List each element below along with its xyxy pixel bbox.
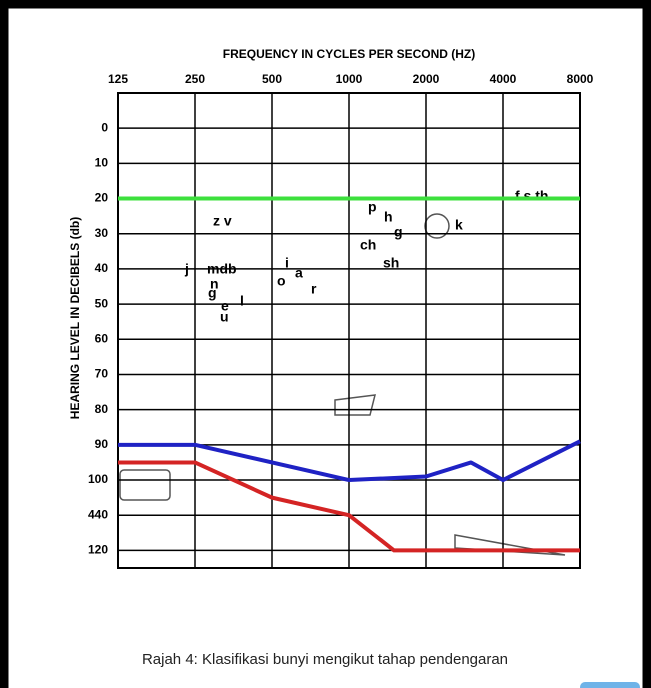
y-tick-label: 30 bbox=[95, 226, 109, 240]
annotation: h bbox=[384, 209, 393, 225]
x-tick-label: 8000 bbox=[567, 72, 594, 86]
annotation: r bbox=[311, 281, 317, 297]
y-tick-label: 50 bbox=[95, 296, 109, 310]
x-tick-label: 4000 bbox=[490, 72, 517, 86]
y-tick-label: 90 bbox=[95, 437, 109, 451]
tab bbox=[580, 682, 640, 688]
annotation: ch bbox=[360, 237, 376, 253]
chart: FREQUENCY IN CYCLES PER SECOND (HZ) HEAR… bbox=[0, 0, 651, 688]
chart-title: FREQUENCY IN CYCLES PER SECOND (HZ) bbox=[223, 47, 475, 61]
x-tick-label: 500 bbox=[262, 72, 282, 86]
annotation: a bbox=[295, 265, 303, 281]
annotation: u bbox=[220, 309, 229, 325]
caption: Rajah 4: Klasifikasi bunyi mengikut taha… bbox=[142, 651, 508, 668]
annotation: z v bbox=[213, 213, 232, 229]
x-tick-label: 1000 bbox=[336, 72, 363, 86]
annotation: g bbox=[394, 224, 403, 240]
frame bbox=[4, 4, 647, 688]
annotation: p bbox=[368, 199, 377, 215]
y-tick-label: 100 bbox=[88, 472, 108, 486]
y-tick-label: 120 bbox=[88, 543, 108, 557]
annotation: l bbox=[240, 293, 244, 309]
y-tick-label: 440 bbox=[88, 507, 108, 521]
y-axis-label: HEARING LEVEL IN DECIBELS (db) bbox=[68, 217, 82, 419]
x-tick-label: 125 bbox=[108, 72, 128, 86]
x-tick-label: 2000 bbox=[413, 72, 440, 86]
y-tick-label: 70 bbox=[95, 367, 109, 381]
x-tick-label: 250 bbox=[185, 72, 205, 86]
y-tick-label: 10 bbox=[95, 156, 109, 170]
annotation: k bbox=[455, 217, 463, 233]
annotation: o bbox=[277, 273, 286, 289]
y-tick-label: 0 bbox=[101, 120, 108, 134]
annotation: f s th bbox=[515, 188, 548, 204]
y-tick-label: 80 bbox=[95, 402, 109, 416]
y-tick-label: 60 bbox=[95, 331, 109, 345]
y-tick-label: 40 bbox=[95, 261, 109, 275]
y-tick-label: 20 bbox=[95, 191, 109, 205]
annotation: g bbox=[208, 285, 217, 301]
